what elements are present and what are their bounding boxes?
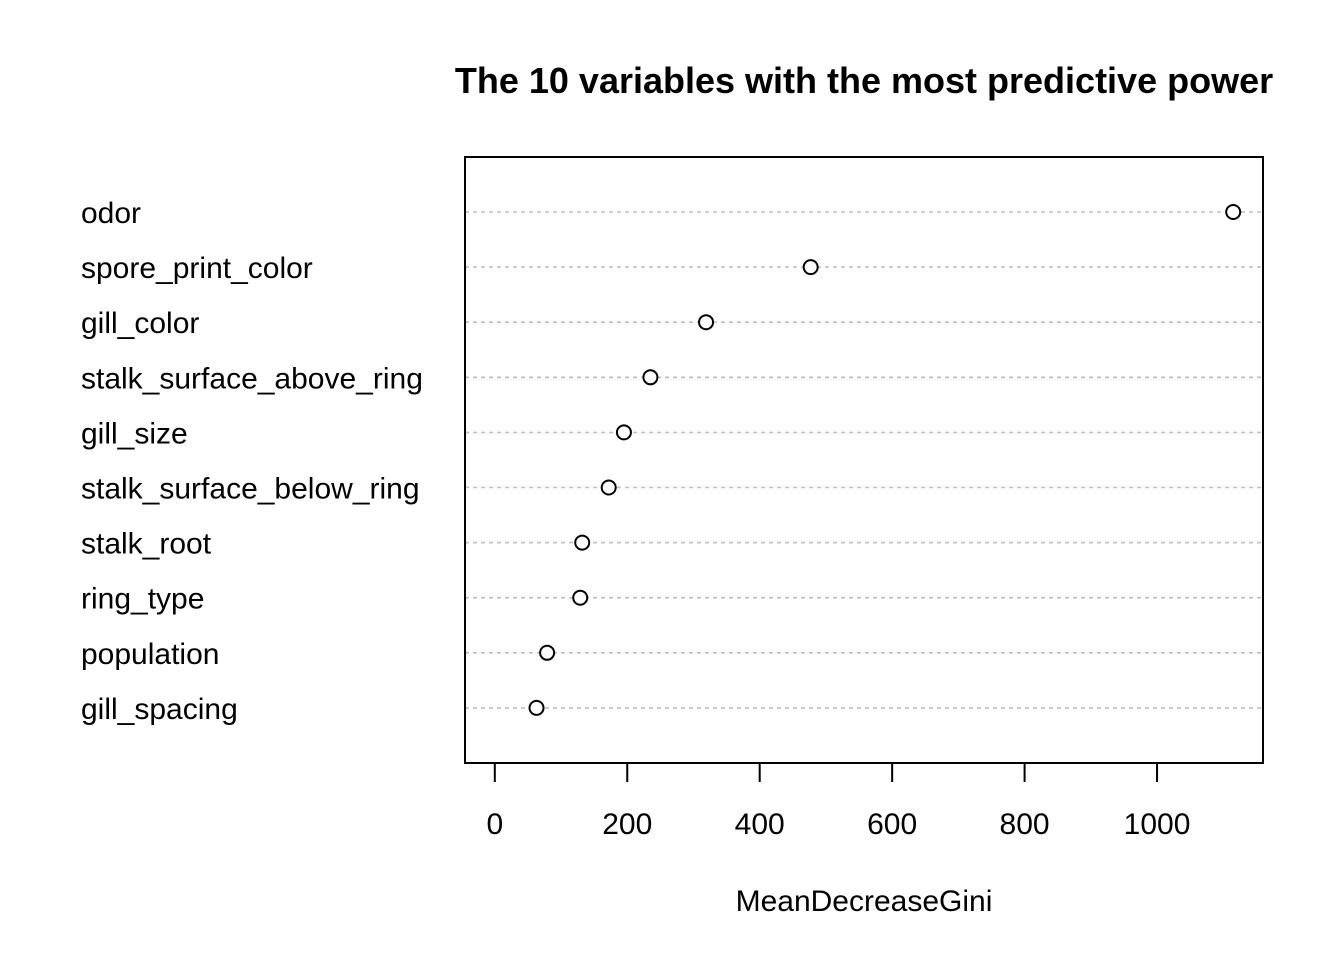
x-tick-label: 800 [1000,808,1050,841]
x-axis-title: MeanDecreaseGini [736,885,993,918]
category-label: stalk_root [81,528,212,561]
data-point [642,369,659,386]
data-point [802,259,819,276]
x-axis: 0 200 400 600 800 1000 [486,762,1191,841]
data-point [572,589,589,606]
category-label: population [81,638,219,671]
category-labels: odor spore_print_color gill_color stalk_sur… [81,197,423,726]
x-tick-label: 0 [486,808,503,841]
category-label: gill_color [81,307,199,340]
category-label: stalk_surface_above_ring [81,362,423,395]
category-label: gill_size [81,417,188,450]
category-label: gill_spacing [81,693,238,726]
category-label: ring_type [81,583,204,616]
category-label: spore_print_color [81,252,313,285]
chart-title: The 10 variables with the most predictiv… [455,60,1273,101]
x-tick-label: 200 [602,808,652,841]
data-point [539,644,556,661]
data-point [1225,204,1242,220]
x-tick-label: 400 [735,808,785,841]
category-label: odor [81,197,141,230]
x-tick-label: 600 [867,808,917,841]
data-point [600,479,617,496]
plot-frame [464,156,1264,764]
category-label: stalk_surface_below_ring [81,473,420,506]
guide-lines [465,211,1263,709]
data-point [615,424,632,441]
x-tick-label: 1000 [1124,808,1191,841]
data-point [698,314,715,331]
data-point [574,534,591,551]
data-points [528,204,1242,716]
data-point [528,699,545,716]
